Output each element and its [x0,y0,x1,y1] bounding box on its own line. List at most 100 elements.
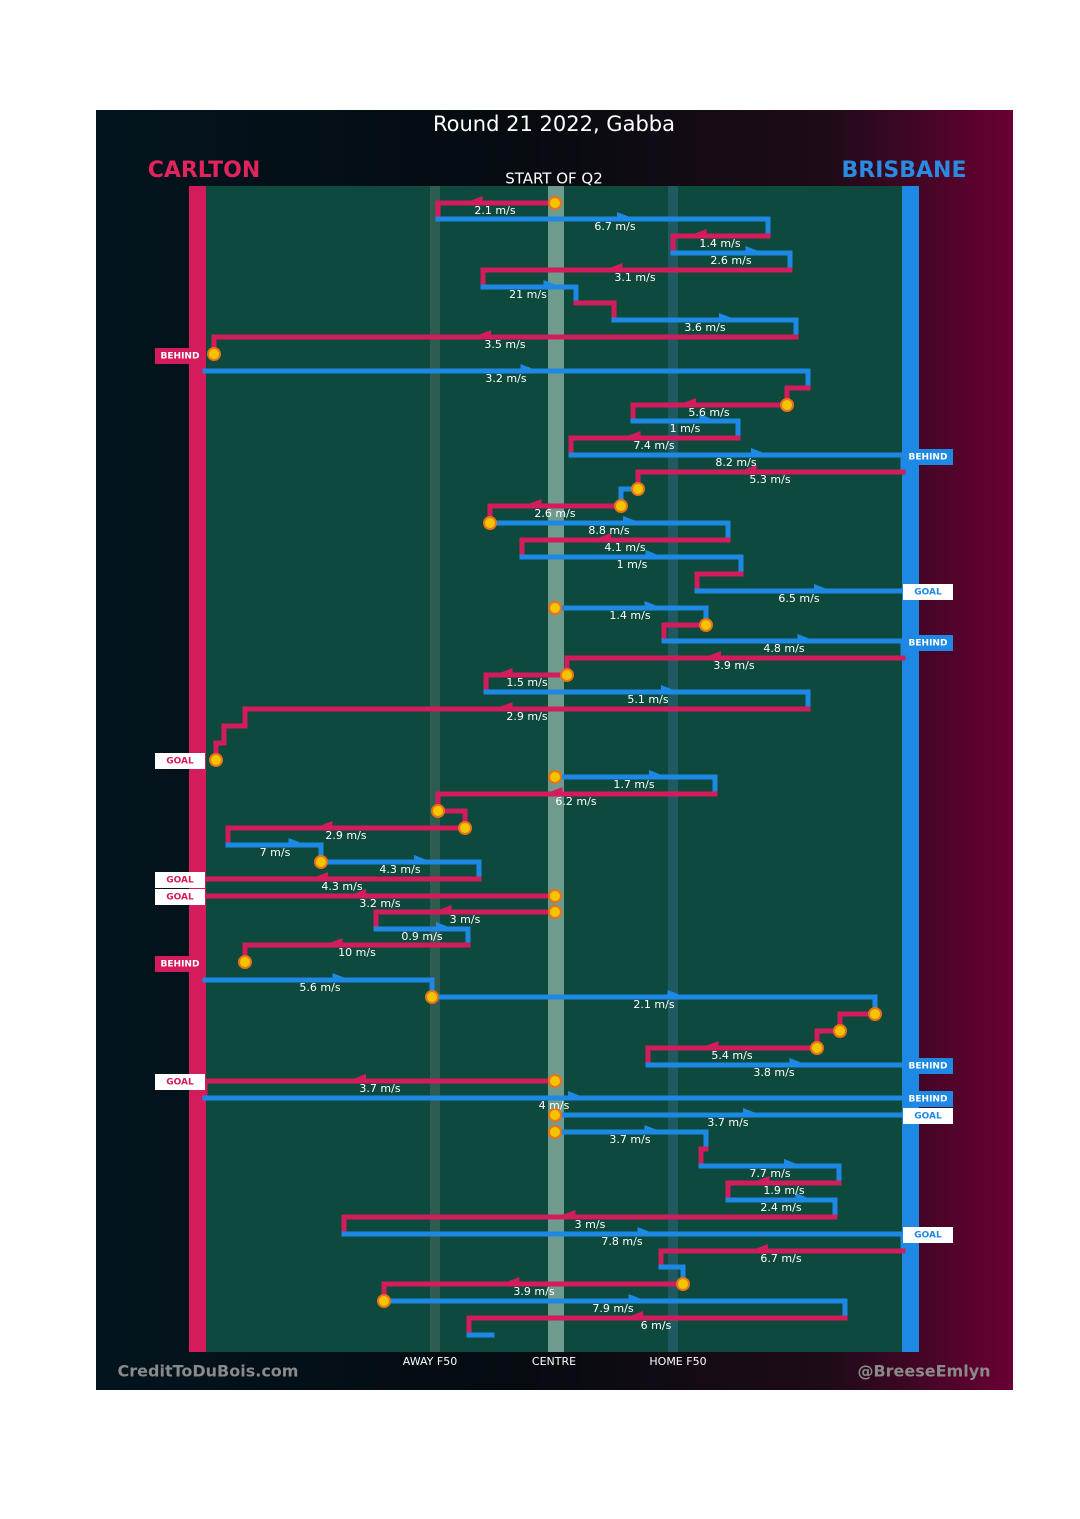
direction-arrow [557,1210,576,1219]
direction-arrow [520,364,539,373]
outcome-badge [903,1108,953,1124]
outcome-label: BEHIND [909,1062,948,1072]
direction-arrow [623,516,641,525]
speed-label: 3.1 m/s [614,271,655,284]
outcome-badge [155,889,205,905]
outcome-label: GOAL [166,893,194,903]
direction-arrow [719,313,737,322]
speed-label: 3.7 m/s [707,1116,748,1129]
speed-label: 3.9 m/s [513,1285,554,1298]
direction-arrow [699,414,718,423]
contest-dot [425,990,439,1004]
direction-arrow [797,634,816,643]
direction-arrow [789,1058,808,1067]
speed-label: 1.4 m/s [609,609,650,622]
speed-label: 1.4 m/s [699,237,740,250]
direction-arrow [644,1125,663,1134]
home-f50-stripe [668,186,678,1352]
outcome-badge [155,956,205,972]
direction-arrow [348,1074,366,1083]
direction-arrow [288,838,307,847]
brisbane-bar [902,186,919,1352]
contest-dot [548,1108,562,1122]
speed-label: 7.9 m/s [592,1302,633,1315]
outcome-badge [903,635,953,651]
direction-arrow [604,263,623,272]
contest-dot [548,905,562,919]
speed-label: 3.9 m/s [713,659,754,672]
contest-dot [548,1125,562,1139]
direction-arrow [645,550,664,559]
contest-dot [548,889,562,903]
direction-arrow [678,398,696,407]
outcome-badge [155,753,205,769]
outcome-badge [903,584,953,600]
direction-arrow [436,922,454,931]
centre-stripe [548,186,564,1352]
direction-arrow [494,668,513,677]
direction-arrow [628,1294,647,1303]
outcome-label: GOAL [166,757,194,767]
speed-label: 6.5 m/s [778,592,819,605]
outcome-label: BEHIND [161,352,200,362]
outcome-label: GOAL [914,588,942,598]
contest-dot [314,855,328,869]
speed-label: 2.1 m/s [474,204,515,217]
speed-label: 2.6 m/s [534,507,575,520]
speed-label: 6 m/s [641,1319,672,1332]
contest-dot [548,196,562,210]
direction-arrow [523,499,542,508]
outcome-badge [903,1091,953,1107]
outcome-badge [155,348,205,364]
direction-arrow [795,1193,814,1202]
outcome-label: BEHIND [909,453,948,463]
direction-arrow [324,938,343,947]
contest-dot [431,804,445,818]
credit-left: CreditToDuBois.com [118,1362,299,1381]
speed-label: 1 m/s [670,422,701,435]
speed-label: 6.7 m/s [594,220,635,233]
speed-label: 5.6 m/s [299,981,340,994]
speed-label: 3 m/s [450,913,481,926]
direction-arrow [745,246,764,255]
direction-arrow [738,465,757,474]
direction-arrow [649,770,667,779]
speed-label: 7.4 m/s [633,439,674,452]
contest-dot [676,1277,690,1291]
direction-arrow [473,330,491,339]
contest-dot [699,618,713,632]
contest-dot [631,482,645,496]
speed-label: 3.5 m/s [484,338,525,351]
direction-arrow [593,533,611,542]
team-right: BRISBANE [842,158,967,183]
speed-label: 7.8 m/s [601,1235,642,1248]
speed-label: 4.8 m/s [763,642,804,655]
zone-label: AWAY F50 [403,1355,457,1368]
direction-arrow [348,889,366,898]
away-f50-stripe [430,186,440,1352]
direction-arrow [494,702,513,711]
direction-arrow [433,905,452,914]
direction-arrow [784,1159,802,1168]
direction-arrow [543,280,562,289]
speed-label: 4 m/s [539,1099,570,1112]
speed-label: 8.2 m/s [715,456,756,469]
speed-label: 3 m/s [575,1218,606,1231]
speed-label: 2.9 m/s [325,829,366,842]
speed-label: 3.6 m/s [684,321,725,334]
direction-arrow [544,787,563,796]
contest-dot [238,955,252,969]
outcome-badge [903,1058,953,1074]
speed-label: 0.9 m/s [401,930,442,943]
direction-arrow [464,196,483,205]
speed-label: 3.7 m/s [359,1082,400,1095]
speed-label: 1.5 m/s [506,676,547,689]
direction-arrow [310,872,328,881]
speed-label: 7 m/s [260,846,291,859]
direction-arrow [625,1311,643,1320]
contest-dot [810,1041,824,1055]
contest-dot [377,1294,391,1308]
direction-arrow [688,229,707,238]
contest-dot [548,1074,562,1088]
speed-label: 5.4 m/s [711,1049,752,1062]
